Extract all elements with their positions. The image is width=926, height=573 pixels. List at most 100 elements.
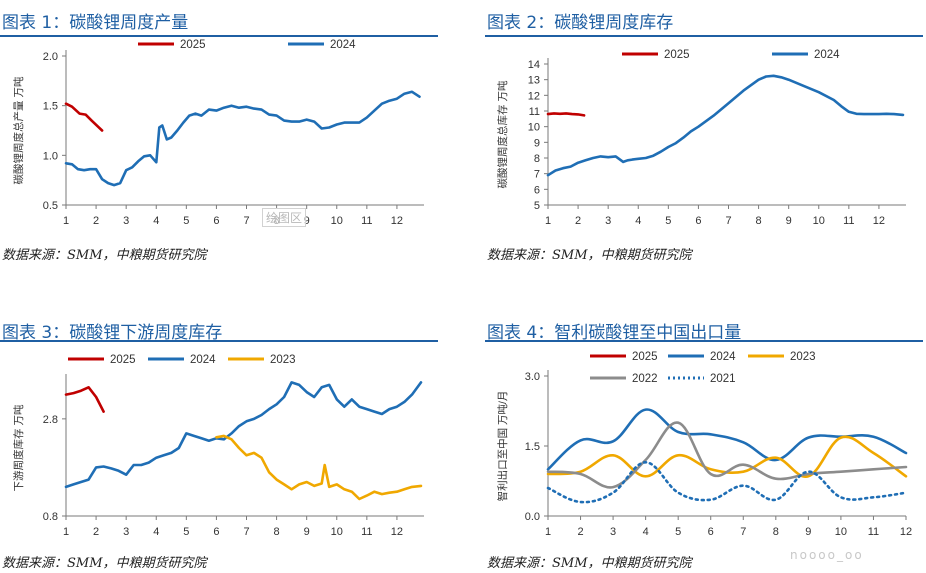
x-tick-label: 1: [545, 526, 551, 538]
x-tick-label: 4: [643, 526, 649, 538]
plot-area-watermark: 绘图区: [262, 208, 307, 227]
x-tick-label: 9: [304, 215, 310, 227]
x-tick-label: 9: [786, 215, 792, 227]
y-tick-label: 9: [534, 137, 540, 149]
x-tick-label: 7: [243, 215, 249, 227]
panel-chile-exports: 图表 4：智利碳酸锂至中国出口量 0.0 1.5 3.0 1 2 3 4 5 6 7 8 9 10 11 1…: [485, 318, 926, 573]
legend-label: 2025: [110, 354, 136, 366]
series-line-2025: [546, 112, 586, 117]
x-tick-label: 6: [213, 526, 219, 538]
title-rule: [0, 35, 438, 37]
y-tick-label: 14: [528, 59, 540, 71]
x-tick-label: 11: [361, 526, 372, 538]
x-tick-label: 7: [725, 215, 731, 227]
y-tick-label: 10: [528, 122, 540, 134]
series-line-2024: [64, 381, 423, 489]
x-tick-label: 1: [63, 215, 69, 227]
y-tick-label: 2.8: [43, 414, 58, 426]
x-tick-label: 5: [183, 215, 189, 227]
x-tick-label: 4: [635, 215, 641, 227]
x-tick-label: 5: [665, 215, 671, 227]
y-tick-label: 6: [534, 184, 540, 196]
y-tick-label: 5: [534, 200, 540, 212]
series-line-2025: [64, 386, 105, 413]
y-tick-label: 13: [528, 75, 540, 87]
source-note: 数据来源：SMM，中粮期货研究院: [487, 248, 692, 263]
legend-label: 2022: [632, 373, 658, 385]
x-tick-label: 7: [740, 526, 746, 538]
source-note: 数据来源：SMM，中粮期货研究院: [2, 556, 207, 571]
panel-title: 图表 2：碳酸锂周度库存: [487, 13, 674, 33]
x-tick-label: 6: [708, 526, 714, 538]
x-tick-label: 12: [900, 526, 912, 538]
x-tick-label: 1: [63, 526, 69, 538]
source-note: 数据来源：SMM，中粮期货研究院: [487, 556, 692, 571]
y-axis-label: 下游周度库存 万吨: [12, 404, 25, 491]
x-tick-label: 3: [610, 526, 616, 538]
y-tick-label: 1.0: [43, 150, 58, 162]
x-tick-label: 4: [153, 526, 159, 538]
x-tick-label: 12: [873, 215, 885, 227]
x-tick-label: 2: [577, 526, 583, 538]
x-tick-label: 10: [331, 215, 343, 227]
x-tick-label: 5: [675, 526, 681, 538]
series-line-2023: [215, 434, 423, 501]
y-axis-label: 智利出口至中国 万吨/月: [496, 391, 509, 502]
y-tick-label: 1.5: [43, 101, 58, 113]
x-tick-label: 8: [756, 215, 762, 227]
title-rule: [485, 340, 923, 342]
y-tick-label: 11: [529, 106, 540, 118]
x-tick-label: 8: [773, 526, 779, 538]
series-line-2024: [64, 90, 421, 187]
y-tick-label: 0.0: [525, 511, 540, 523]
x-tick-label: 10: [835, 526, 847, 538]
series-line-2021: [546, 461, 908, 504]
x-tick-label: 9: [805, 526, 811, 538]
x-tick-label: 8: [274, 526, 280, 538]
series-line-2025: [64, 102, 104, 132]
title-rule: [0, 340, 438, 342]
chart-weekly-production: 0.51.01.52.0123456789101112碳酸锂周度总产量 万吨20…: [12, 39, 424, 227]
y-tick-label: 7: [534, 169, 540, 181]
footer-overlay-text: noooo_oo: [790, 548, 864, 562]
legend-label: 2025: [632, 351, 658, 363]
x-tick-label: 12: [391, 215, 403, 227]
x-tick-label: 11: [868, 526, 879, 538]
y-tick-label: 2.0: [43, 51, 58, 63]
legend-label: 2024: [814, 49, 840, 61]
y-axis-label: 碳酸锂周度总库存 万吨: [496, 80, 509, 188]
x-tick-label: 2: [575, 215, 581, 227]
legend-label: 2021: [710, 373, 736, 385]
series-line-2022: [546, 421, 908, 489]
panel-weekly-inventory: 图表 2：碳酸锂周度库存 5 6 7 8 9 10 11 12 13 14 1 2 3 4 5 6 7 8 9 10 1…: [485, 8, 926, 278]
x-tick-label: 11: [843, 215, 854, 227]
legend-label: 2024: [190, 354, 216, 366]
x-tick-label: 10: [813, 215, 825, 227]
x-tick-label: 3: [123, 215, 129, 227]
y-tick-label: 1.5: [525, 441, 540, 453]
y-tick-label: 0.5: [43, 200, 58, 212]
legend-label: 2023: [790, 351, 816, 363]
x-tick-label: 7: [243, 526, 249, 538]
x-tick-label: 2: [93, 526, 99, 538]
panel-title: 图表 3：碳酸锂下游周度库存: [2, 323, 223, 343]
x-tick-label: 5: [183, 526, 189, 538]
y-tick-label: 0.8: [43, 511, 58, 523]
x-tick-label: 10: [331, 526, 343, 538]
legend-label: 2025: [180, 39, 206, 51]
x-tick-label: 9: [304, 526, 310, 538]
panel-downstream-inventory: 图表 3：碳酸锂下游周度库存 0.8 2.8 1 2 3 4 5 6 7 8 9 10 11 12 下游周度…: [0, 318, 440, 573]
legend-label: 2023: [270, 354, 296, 366]
x-tick-label: 6: [213, 215, 219, 227]
y-tick-label: 8: [534, 153, 540, 165]
series-line-2024: [546, 74, 905, 177]
x-tick-label: 6: [695, 215, 701, 227]
panel-title: 图表 4：智利碳酸锂至中国出口量: [487, 323, 742, 343]
y-axis-label: 碳酸锂周度总产量 万吨: [12, 76, 25, 184]
legend-label: 2024: [330, 39, 356, 51]
x-tick-label: 4: [153, 215, 159, 227]
x-tick-label: 12: [391, 526, 403, 538]
